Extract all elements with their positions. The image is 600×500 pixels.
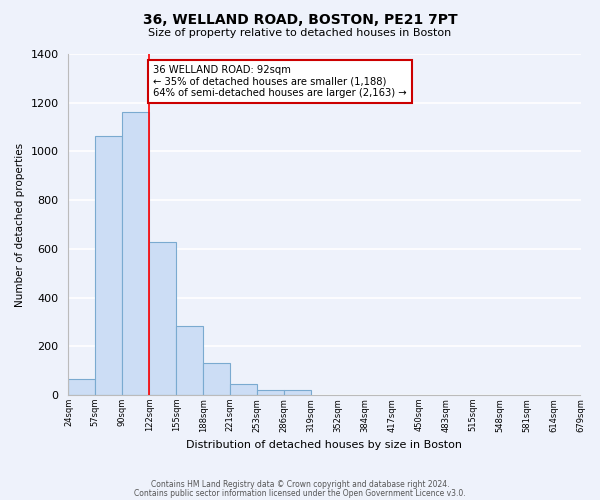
Text: 36 WELLAND ROAD: 92sqm
← 35% of detached houses are smaller (1,188)
64% of semi-: 36 WELLAND ROAD: 92sqm ← 35% of detached…: [154, 65, 407, 98]
Bar: [149, 242, 176, 395]
Bar: [203, 364, 230, 395]
Bar: [176, 326, 203, 395]
Text: 36, WELLAND ROAD, BOSTON, PE21 7PT: 36, WELLAND ROAD, BOSTON, PE21 7PT: [143, 12, 457, 26]
Bar: [230, 384, 257, 395]
Text: Contains HM Land Registry data © Crown copyright and database right 2024.: Contains HM Land Registry data © Crown c…: [151, 480, 449, 489]
Bar: [284, 390, 311, 395]
Bar: [95, 136, 122, 395]
X-axis label: Distribution of detached houses by size in Boston: Distribution of detached houses by size …: [187, 440, 463, 450]
Text: Contains public sector information licensed under the Open Government Licence v3: Contains public sector information licen…: [134, 488, 466, 498]
Bar: [122, 112, 149, 395]
Y-axis label: Number of detached properties: Number of detached properties: [15, 142, 25, 306]
Bar: [257, 390, 284, 395]
Text: Size of property relative to detached houses in Boston: Size of property relative to detached ho…: [148, 28, 452, 38]
Bar: [68, 379, 95, 395]
